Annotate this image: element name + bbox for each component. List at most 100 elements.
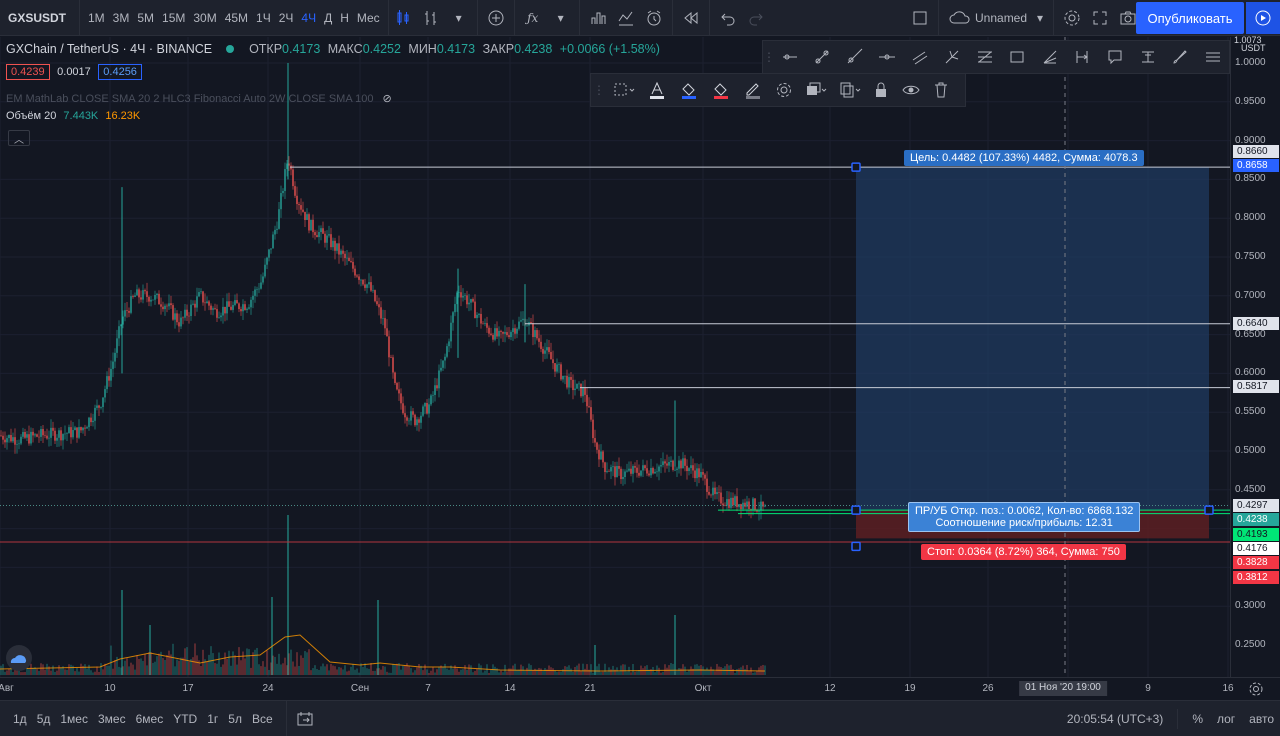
log-toggle[interactable]: лог bbox=[1216, 712, 1236, 726]
trend-line-icon[interactable] bbox=[806, 42, 839, 72]
menu-icon[interactable] bbox=[1197, 42, 1230, 72]
price-axis[interactable]: 1.0073 USDT 1.0000 0.9500 0.9000 0.8500 0.80… bbox=[1230, 35, 1280, 677]
brush-icon[interactable] bbox=[1164, 42, 1197, 72]
expand-icon[interactable] bbox=[1086, 4, 1114, 32]
drag-handle-icon[interactable]: ⋮ bbox=[593, 83, 605, 97]
range-0[interactable]: 1д bbox=[13, 711, 27, 726]
volume-bar bbox=[46, 663, 48, 675]
horizontal-line-icon[interactable] bbox=[871, 42, 904, 72]
legend-title[interactable]: GXChain / TetherUS · 4Ч · BINANCE bbox=[6, 42, 213, 56]
candle-body bbox=[408, 420, 410, 422]
range-8[interactable]: Все bbox=[251, 711, 273, 726]
fib-retracement-icon[interactable] bbox=[968, 42, 1001, 72]
range-5[interactable]: YTD bbox=[173, 711, 198, 726]
trash-icon[interactable] bbox=[927, 75, 955, 105]
pencil-icon[interactable] bbox=[737, 75, 769, 105]
template-icon[interactable] bbox=[607, 75, 641, 105]
percent-toggle[interactable]: % bbox=[1192, 712, 1203, 726]
goto-date-icon[interactable] bbox=[291, 705, 319, 733]
sell-price[interactable]: 0.4239 bbox=[6, 64, 50, 80]
range-2[interactable]: 1мес bbox=[60, 711, 88, 726]
interval-10[interactable]: Н bbox=[340, 10, 349, 25]
camera-icon[interactable] bbox=[1114, 4, 1142, 32]
gear-icon[interactable] bbox=[769, 75, 799, 105]
replay-icon[interactable] bbox=[677, 4, 705, 32]
indicators-legend[interactable]: EM MathLab CLOSE SMA 20 2 HLC3 Fibonacci… bbox=[6, 92, 392, 105]
rectangle-icon[interactable] bbox=[1001, 42, 1034, 72]
fill-color-icon[interactable] bbox=[705, 75, 737, 105]
candles-icon[interactable] bbox=[389, 4, 417, 32]
fullscreen-square-icon[interactable] bbox=[906, 4, 934, 32]
range-4[interactable]: 6мес bbox=[135, 711, 164, 726]
lock-icon[interactable] bbox=[867, 75, 895, 105]
volume-legend[interactable]: Объём 20 7.443K 16.23K bbox=[6, 110, 140, 122]
layers-icon[interactable] bbox=[799, 75, 833, 105]
price-chart[interactable] bbox=[0, 37, 1230, 677]
interval-7[interactable]: 2Ч bbox=[278, 10, 294, 25]
interval-9[interactable]: Д bbox=[324, 10, 333, 25]
compare-add-icon[interactable] bbox=[482, 4, 510, 32]
interval-6[interactable]: 1Ч bbox=[256, 10, 271, 25]
interval-1[interactable]: 3М bbox=[112, 10, 130, 25]
volume-bar bbox=[648, 669, 650, 675]
clock[interactable]: 20:05:54 (UTC+3) bbox=[1066, 712, 1164, 726]
publish-button[interactable]: Опубликовать bbox=[1136, 2, 1244, 34]
play-icon[interactable] bbox=[1246, 2, 1280, 34]
interval-2[interactable]: 5М bbox=[137, 10, 155, 25]
interval-8[interactable]: 4Ч bbox=[301, 10, 317, 25]
collapse-legend-button[interactable]: ︿ bbox=[8, 130, 30, 146]
bars-icon[interactable] bbox=[417, 4, 445, 32]
date-range-icon[interactable] bbox=[1066, 42, 1099, 72]
range-7[interactable]: 5л bbox=[228, 711, 242, 726]
fib-fan-icon[interactable] bbox=[1034, 42, 1067, 72]
text-color-icon[interactable] bbox=[641, 75, 673, 105]
callout-icon[interactable] bbox=[1099, 42, 1132, 72]
range-3[interactable]: 3мес bbox=[97, 711, 126, 726]
tradingview-logo[interactable] bbox=[6, 645, 32, 671]
eye-icon[interactable] bbox=[895, 75, 927, 105]
volume-bar bbox=[580, 671, 582, 675]
ray-icon[interactable] bbox=[838, 42, 871, 72]
symbol-search[interactable]: GXSUSDT bbox=[0, 0, 80, 36]
long-position-icon[interactable] bbox=[1131, 42, 1164, 72]
buy-price[interactable]: 0.4256 bbox=[98, 64, 142, 80]
interval-3[interactable]: 15М bbox=[162, 10, 186, 25]
layout-selector[interactable]: Unnamed ▾ bbox=[943, 11, 1049, 25]
auto-toggle[interactable]: авто bbox=[1249, 712, 1274, 726]
pitchfork-icon[interactable] bbox=[936, 42, 969, 72]
parallel-channel-icon[interactable] bbox=[903, 42, 936, 72]
currency-label[interactable]: USDT bbox=[1241, 43, 1266, 53]
gear-icon[interactable] bbox=[1058, 4, 1086, 32]
gear-icon[interactable] bbox=[1248, 681, 1264, 700]
redo-icon[interactable] bbox=[742, 4, 770, 32]
candle-body bbox=[242, 304, 244, 312]
volume-bar bbox=[282, 663, 284, 675]
interval-4[interactable]: 30М bbox=[193, 10, 217, 25]
range-1[interactable]: 5д bbox=[36, 711, 51, 726]
candle-body bbox=[434, 385, 436, 395]
range-6[interactable]: 1г bbox=[207, 711, 219, 726]
templates-icon[interactable] bbox=[612, 4, 640, 32]
interval-0[interactable]: 1М bbox=[88, 10, 105, 25]
chevron-down-icon[interactable]: ▾ bbox=[557, 10, 564, 25]
chart-pane[interactable] bbox=[0, 37, 1230, 677]
stop-label[interactable]: Стоп: 0.0364 (8.72%) 364, Сумма: 750 bbox=[921, 544, 1126, 560]
horizontal-ray-icon[interactable] bbox=[773, 42, 806, 72]
drag-handle-icon[interactable]: ⋮ bbox=[763, 50, 775, 64]
indicators-icon[interactable]: ƒx bbox=[527, 10, 539, 25]
financials-icon[interactable] bbox=[584, 4, 612, 32]
time-axis[interactable]: 16 9 26 19 12 Окт 21 14 7 Сен 24 17 10 Авг 01 Ноя '20… bbox=[0, 677, 1280, 699]
undo-icon[interactable] bbox=[714, 4, 742, 32]
eye-off-icon[interactable]: ⊘ bbox=[382, 93, 392, 105]
pnl-label[interactable]: ПР/УБ Откр. поз.: 0.0062, Кол-во: 6868.1… bbox=[908, 502, 1141, 532]
volume-bar bbox=[84, 664, 86, 675]
candle-body bbox=[374, 290, 376, 302]
fill-color-icon[interactable] bbox=[673, 75, 705, 105]
target-label[interactable]: Цель: 0.4482 (107.33%) 4482, Сумма: 4078… bbox=[904, 150, 1144, 166]
chevron-down-icon[interactable]: ▾ bbox=[455, 10, 462, 25]
interval-5[interactable]: 45М bbox=[224, 10, 249, 25]
alert-clock-icon[interactable] bbox=[640, 4, 668, 32]
interval-11[interactable]: Мес bbox=[356, 10, 380, 25]
clone-icon[interactable] bbox=[833, 75, 867, 105]
candle-body bbox=[136, 289, 138, 296]
